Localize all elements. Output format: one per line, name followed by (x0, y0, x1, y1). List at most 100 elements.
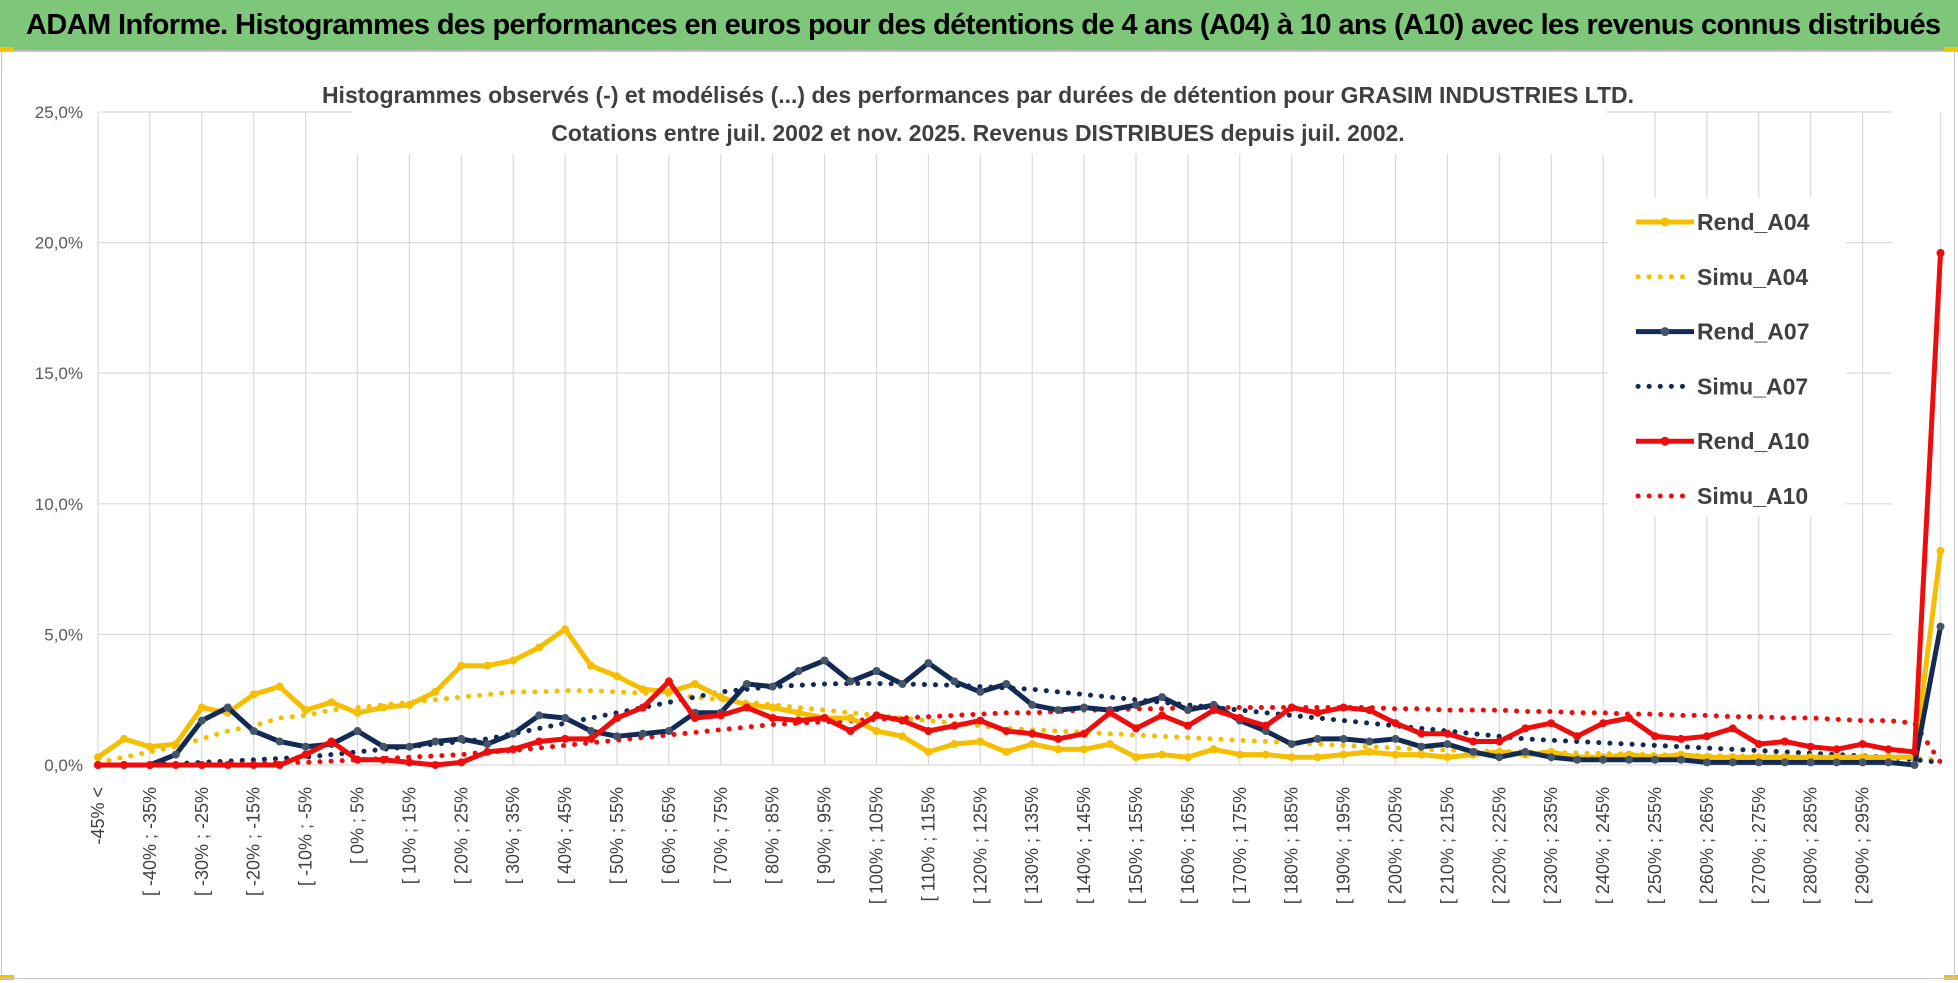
legend-marker-rend-a04 (1660, 217, 1670, 227)
data-point-rend-a07 (872, 667, 881, 675)
data-point-rend-a07 (1313, 734, 1322, 743)
x-tick-label: [ 150% ; 155% (1126, 787, 1146, 904)
data-point-rend-a07 (950, 677, 959, 686)
series-line-simu-a10 (95, 705, 1943, 768)
data-point-rend-a07 (1858, 758, 1867, 767)
data-point-rend-a07 (976, 687, 985, 696)
data-point-rend-a10 (327, 737, 336, 746)
data-point-rend-a04 (1417, 750, 1426, 759)
data-point-rend-a10 (1677, 734, 1685, 743)
x-tick-label: [ 280% ; 285% (1801, 787, 1821, 904)
data-point-rend-a10 (1158, 711, 1166, 720)
data-point-rend-a07 (1443, 740, 1452, 749)
data-point-rend-a07 (1625, 755, 1633, 764)
x-tick-label: [ 60% ; 65% (659, 787, 679, 884)
data-point-rend-a04 (664, 687, 673, 696)
data-point-rend-a04 (171, 740, 180, 749)
series-line-rend-a07 (98, 626, 1943, 768)
legend-label-rend-a04: Rend_A04 (1697, 209, 1810, 235)
data-point-rend-a07 (898, 680, 907, 688)
x-tick-label: [ 290% ; 295% (1853, 787, 1873, 904)
data-point-rend-a10 (1080, 729, 1089, 738)
x-tick-label: [ 210% ; 215% (1437, 787, 1457, 904)
data-point-rend-a07 (171, 750, 180, 759)
data-point-rend-a07 (301, 742, 310, 751)
corner-accent (0, 975, 14, 980)
data-point-rend-a07 (1521, 747, 1530, 756)
data-point-rend-a10 (535, 737, 544, 746)
data-point-rend-a07 (1469, 747, 1478, 756)
data-point-rend-a04 (1209, 745, 1218, 754)
series-lines (94, 249, 1945, 769)
data-point-rend-a04 (327, 698, 336, 707)
data-point-rend-a04 (1106, 740, 1114, 749)
data-point-rend-a10 (1028, 729, 1037, 738)
data-point-rend-a07 (1573, 755, 1582, 764)
data-point-rend-a10 (457, 758, 466, 767)
data-point-rend-a10 (1884, 745, 1893, 754)
series-line-simu-a07 (95, 681, 1943, 768)
data-point-rend-a10 (1625, 714, 1633, 722)
legend-background (1608, 198, 1846, 516)
data-point-rend-a10 (950, 721, 959, 730)
data-point-rend-a04 (94, 753, 102, 762)
x-tick-label: [ -40% ; -35% (140, 787, 160, 896)
data-point-rend-a07 (768, 682, 777, 691)
x-tick-label: [ 130% ; 135% (1022, 787, 1042, 904)
data-point-rend-a10 (846, 727, 855, 735)
x-tick-label: [ 260% ; 265% (1697, 787, 1717, 904)
data-point-rend-a10 (1780, 737, 1789, 746)
data-point-rend-a04 (872, 727, 881, 735)
data-point-rend-a07 (1183, 706, 1192, 715)
data-point-rend-a10 (1313, 708, 1322, 717)
data-point-rend-a07 (1391, 734, 1400, 743)
data-point-rend-a07 (1080, 703, 1089, 712)
x-tick-label: [ 230% ; 235% (1541, 787, 1561, 904)
y-tick-label: 15,0% (35, 364, 83, 383)
gridlines (97, 111, 1942, 766)
data-point-rend-a07 (353, 727, 362, 735)
legend-label-simu-a04: Simu_A04 (1697, 264, 1808, 290)
x-tick-label: [ -20% ; -15% (244, 787, 264, 896)
data-point-rend-a10 (742, 703, 751, 712)
chart-title-line-1: Histogrammes observés (-) et modélisés (… (322, 82, 1634, 108)
data-point-rend-a10 (1521, 724, 1530, 733)
data-point-rend-a10 (924, 727, 933, 735)
data-point-rend-a04 (561, 625, 570, 634)
data-point-rend-a10 (1910, 747, 1919, 756)
x-tick-label: [ 110% ; 115% (918, 787, 938, 901)
data-point-rend-a07 (1832, 758, 1841, 767)
x-tick-label: [ 190% ; 195% (1334, 787, 1354, 904)
x-tick-label: [ 50% ; 55% (607, 787, 627, 884)
data-point-rend-a07 (1728, 758, 1737, 767)
data-point-rend-a07 (742, 680, 751, 688)
data-point-rend-a10 (120, 761, 128, 769)
data-point-rend-a04 (716, 693, 725, 702)
data-point-rend-a04 (1287, 753, 1296, 762)
data-point-rend-a07 (1495, 753, 1504, 762)
data-point-rend-a10 (431, 761, 440, 769)
data-point-rend-a10 (1106, 708, 1114, 717)
data-point-rend-a10 (1651, 732, 1659, 741)
data-point-rend-a04 (483, 661, 492, 670)
data-point-rend-a10 (1261, 721, 1270, 730)
data-point-rend-a07 (846, 677, 855, 686)
data-point-rend-a10 (145, 761, 154, 769)
data-point-rend-a04 (768, 703, 777, 712)
data-point-rend-a10 (1754, 740, 1763, 749)
data-point-rend-a07 (379, 742, 388, 751)
data-point-rend-a10 (1728, 724, 1737, 733)
data-point-rend-a10 (1443, 729, 1452, 738)
data-point-rend-a10 (1132, 724, 1140, 733)
data-point-rend-a10 (405, 758, 414, 767)
data-point-rend-a10 (638, 703, 647, 712)
data-point-rend-a10 (353, 755, 362, 764)
data-point-rend-a04 (1365, 747, 1374, 756)
data-point-rend-a10 (1002, 727, 1011, 735)
data-point-rend-a10 (664, 677, 673, 686)
x-tick-label: [ 20% ; 25% (451, 787, 471, 884)
series-line-rend-a10 (98, 252, 1943, 768)
data-point-rend-a07 (1884, 758, 1893, 767)
data-point-rend-a04 (690, 680, 699, 688)
data-point-rend-a07 (535, 711, 544, 720)
